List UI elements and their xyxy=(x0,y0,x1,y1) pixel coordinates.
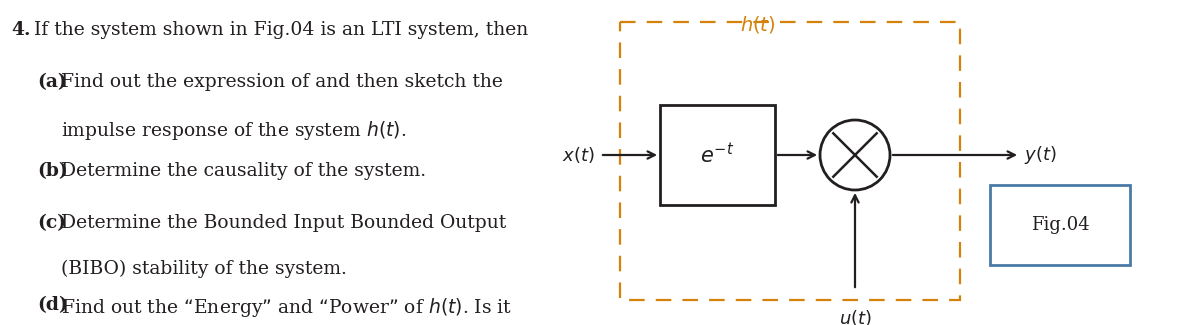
Text: If the system shown in Fig.04 is an LTI system, then: If the system shown in Fig.04 is an LTI … xyxy=(35,21,528,39)
Text: $h(t)$: $h(t)$ xyxy=(740,14,775,35)
Text: Find out the expression of and then sketch the: Find out the expression of and then sket… xyxy=(61,73,503,91)
Text: (a): (a) xyxy=(37,73,67,91)
Bar xyxy=(620,22,960,300)
Bar xyxy=(990,185,1130,265)
Text: 4.: 4. xyxy=(11,21,31,39)
Text: $y(t)$: $y(t)$ xyxy=(1024,144,1057,166)
Text: $e^{-t}$: $e^{-t}$ xyxy=(701,143,734,167)
Text: impulse response of the system $h(t)$.: impulse response of the system $h(t)$. xyxy=(61,119,407,142)
Text: (c): (c) xyxy=(37,214,66,232)
Bar xyxy=(660,105,775,205)
Text: (d): (d) xyxy=(37,296,68,314)
Text: Find out the “Energy” and “Power” of $h(t)$. Is it: Find out the “Energy” and “Power” of $h(… xyxy=(61,296,512,319)
Text: (BIBO) stability of the system.: (BIBO) stability of the system. xyxy=(61,260,347,278)
Text: (b): (b) xyxy=(37,162,68,180)
Text: Determine the Bounded Input Bounded Output: Determine the Bounded Input Bounded Outp… xyxy=(61,214,506,232)
Text: Determine the causality of the system.: Determine the causality of the system. xyxy=(61,162,426,180)
Text: $x(t)$: $x(t)$ xyxy=(563,145,595,165)
Text: Fig.04: Fig.04 xyxy=(1031,216,1090,234)
Circle shape xyxy=(820,120,890,190)
Text: $u(t)$: $u(t)$ xyxy=(839,308,871,325)
